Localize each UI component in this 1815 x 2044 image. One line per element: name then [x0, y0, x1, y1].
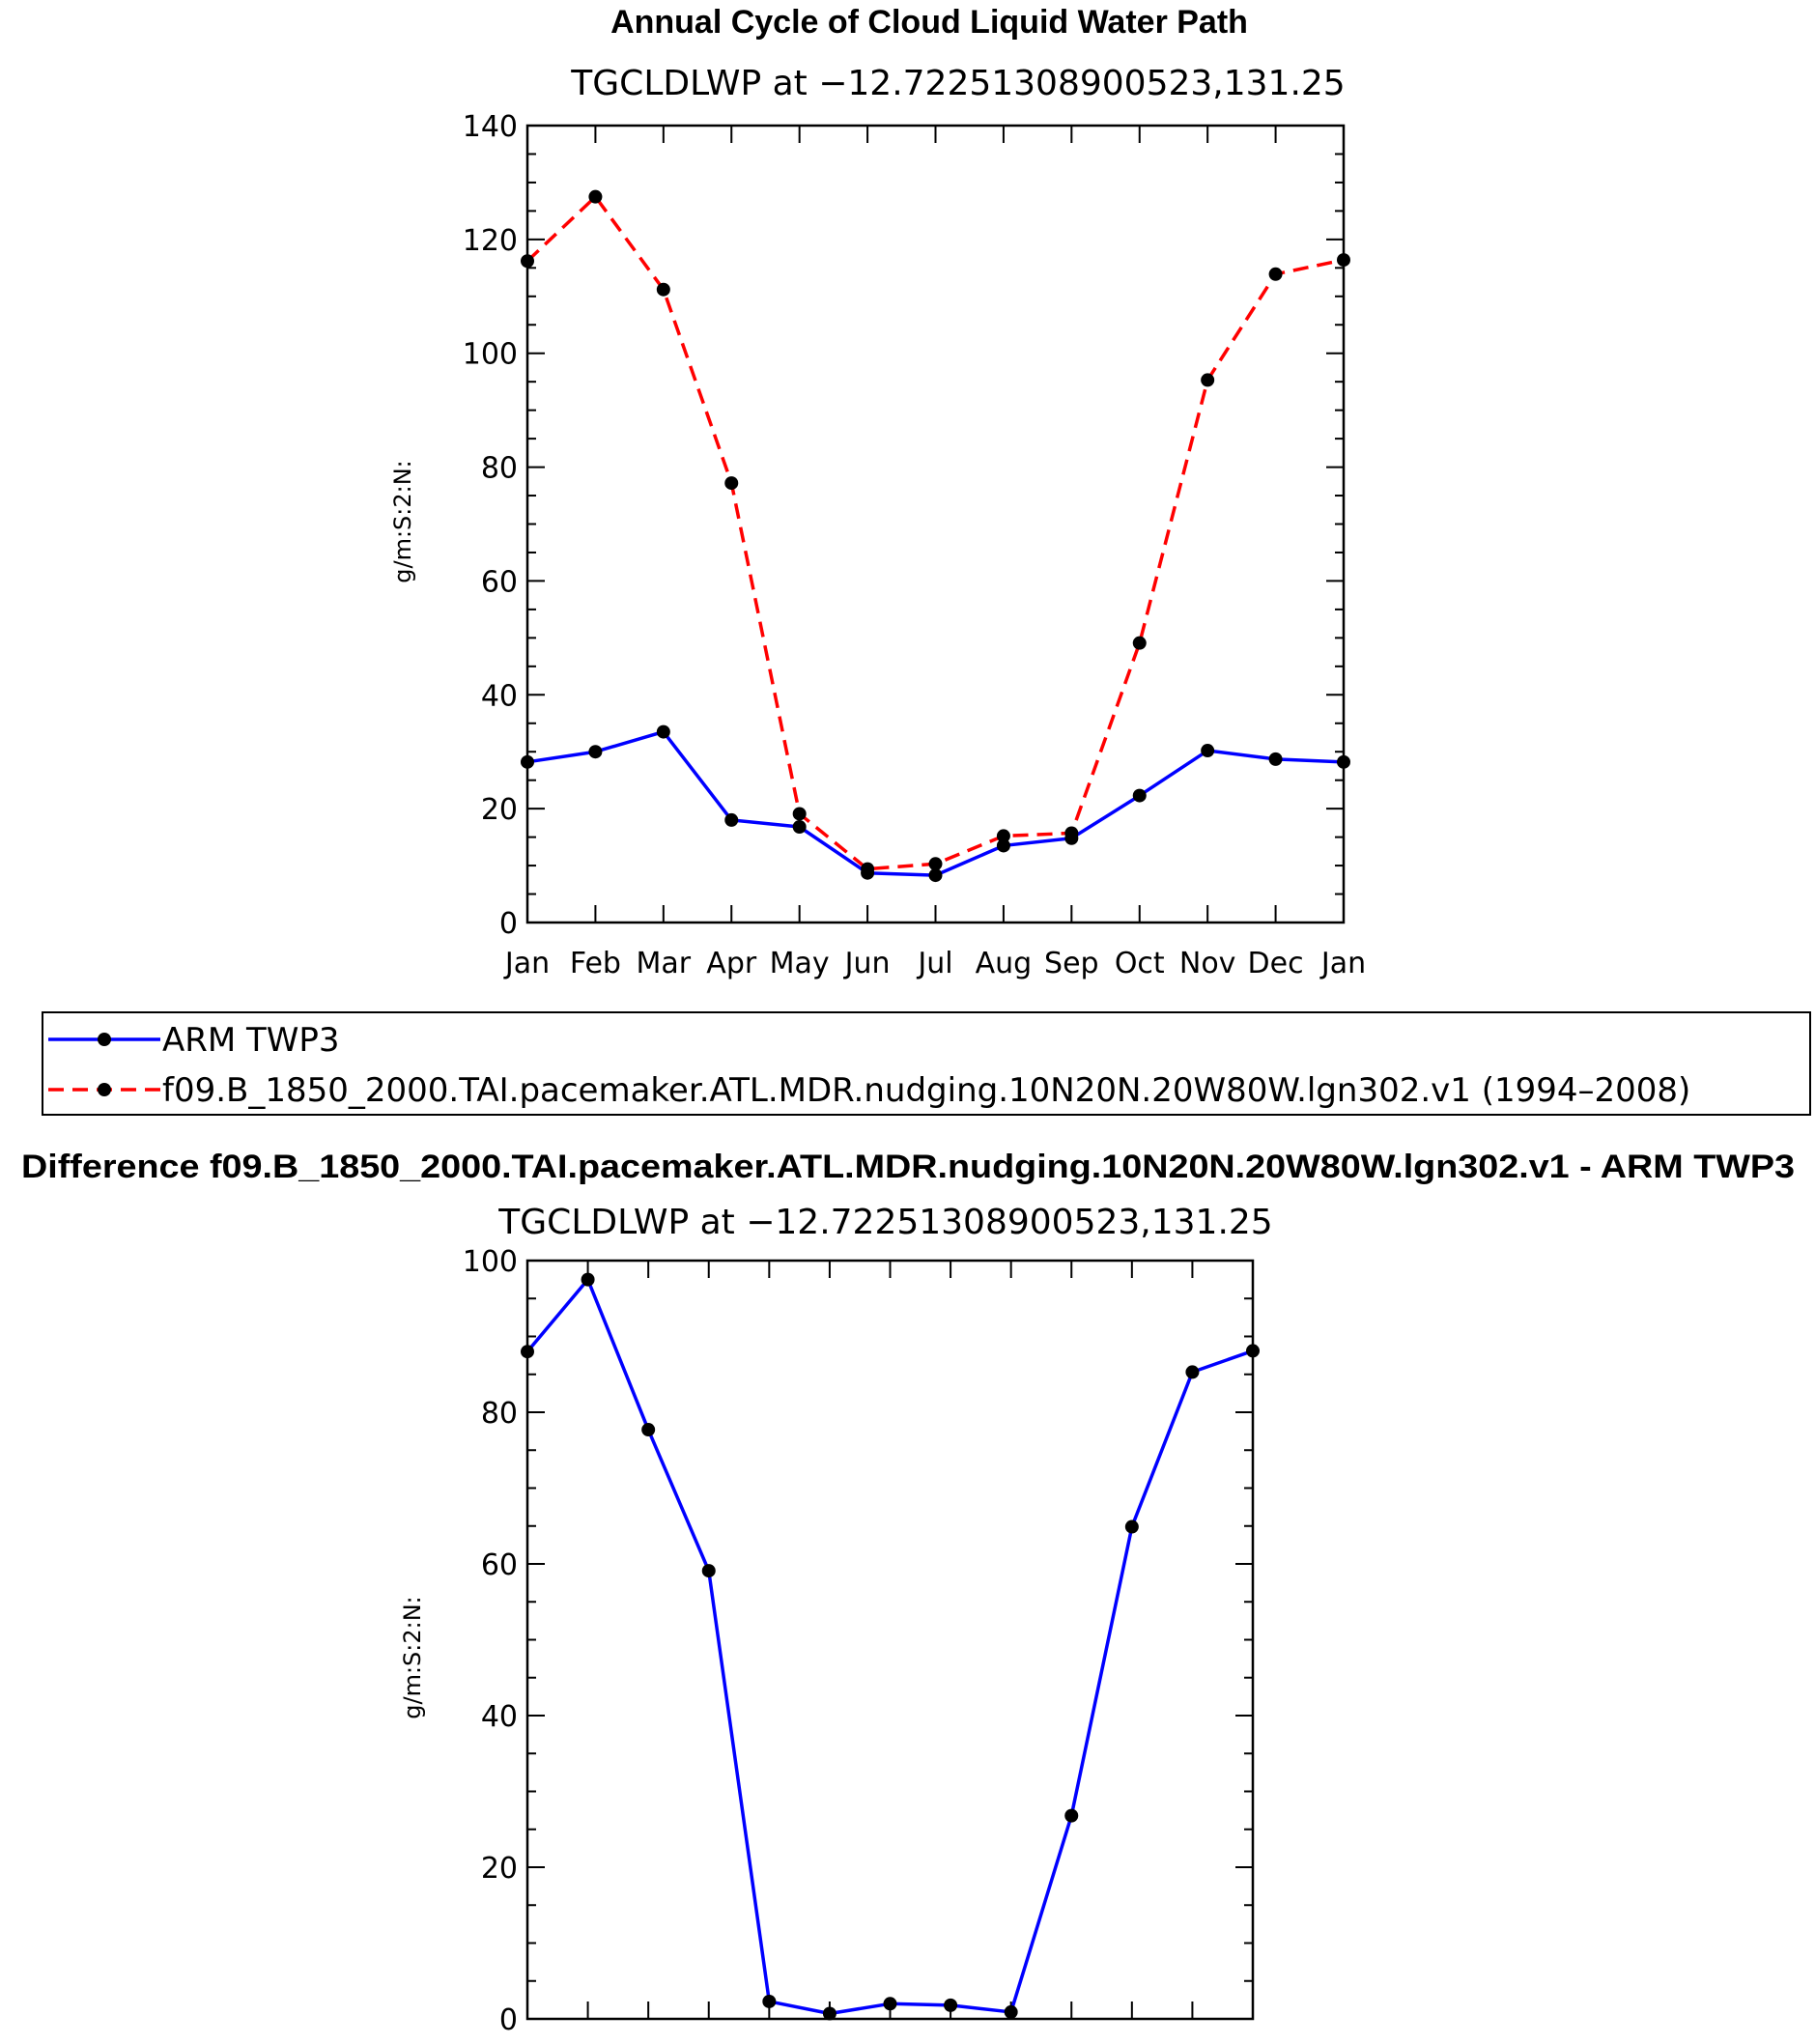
- top-data-point: [996, 838, 1010, 853]
- bottom-data-point: [1124, 1519, 1139, 1534]
- top-data-point: [588, 745, 603, 759]
- top-chart-title: Annual Cycle of Cloud Liquid Water Path: [610, 4, 1248, 41]
- top-data-point: [1064, 826, 1079, 840]
- top-data-point: [1268, 267, 1283, 281]
- bottom-plot-frame: [525, 1259, 1255, 2021]
- top-xtick-label: Jan: [503, 947, 550, 980]
- bottom-chart-title: Difference f09.B_1850_2000.TAI.pacemaker…: [21, 1149, 1795, 1185]
- bottom-data-point: [883, 1997, 897, 2011]
- top-data-point: [861, 862, 875, 876]
- top-plot-area: 0 20 40 60 80 100 120 140 Jan Feb Mar Apr May Jun Jul A…: [463, 110, 1366, 980]
- top-ytick-label: 40: [481, 679, 518, 713]
- bottom-data-point: [1064, 1808, 1079, 1823]
- top-xtick-label: Mar: [637, 947, 692, 980]
- top-data-point: [928, 868, 943, 883]
- top-data-point: [656, 724, 670, 739]
- bottom-ytick-label: 0: [499, 2003, 518, 2037]
- top-ytick-label: 60: [481, 565, 518, 599]
- top-data-point: [724, 812, 739, 827]
- top-chart-panel: Annual Cycle of Cloud Liquid Water Path …: [389, 4, 1366, 980]
- top-xtick-label: Jun: [843, 947, 891, 980]
- top-data-point: [792, 807, 807, 821]
- legend-swatch-model-marker: [98, 1083, 111, 1096]
- bottom-data-point: [1004, 2004, 1018, 2019]
- bottom-series-line-0: [525, 1277, 1254, 2016]
- top-xtick-label: Oct: [1115, 947, 1165, 980]
- top-data-point: [996, 829, 1010, 843]
- bottom-plot-area: 020406080100JanFebMarAprMayJunJulAugSepO…: [463, 1245, 1275, 2044]
- top-xtick-label: Jul: [916, 947, 952, 980]
- bottom-ytick-label: 80: [481, 1397, 518, 1431]
- bottom-ytick-label: 40: [481, 1700, 518, 1734]
- top-xtick-label: Jan: [1319, 947, 1366, 980]
- bottom-data-point: [762, 1994, 777, 2008]
- top-xtick-label: Feb: [570, 947, 621, 980]
- bottom-ytick-label: 100: [463, 1245, 518, 1279]
- top-data-point: [588, 189, 603, 204]
- top-data-point: [724, 476, 739, 491]
- top-data-point: [1201, 744, 1215, 758]
- top-data-point: [792, 820, 807, 834]
- top-ytick-label: 120: [463, 224, 518, 258]
- top-data-point: [1337, 253, 1350, 268]
- top-series-line-1: [525, 194, 1345, 871]
- top-ytick-label: 0: [499, 907, 518, 941]
- top-data-point: [1132, 788, 1147, 803]
- top-ytick-label: 80: [481, 452, 518, 486]
- top-xtick-label: Dec: [1248, 947, 1304, 980]
- bottom-data-point: [822, 2006, 837, 2021]
- top-series-line-0: [526, 729, 1345, 877]
- legend-label-model: f09.B_1850_2000.TAI.pacemaker.ATL.MDR.nu…: [162, 1071, 1690, 1110]
- bottom-chart-subtitle: TGCLDLWP at −12.72251308900523,131.25: [497, 1203, 1272, 1242]
- top-data-point: [1201, 373, 1215, 387]
- top-data-point: [928, 857, 943, 871]
- bottom-data-point: [1185, 1365, 1200, 1379]
- legend-swatch-obs-marker: [98, 1033, 111, 1046]
- bottom-data-point: [581, 1272, 595, 1287]
- top-xtick-label: Nov: [1179, 947, 1236, 980]
- top-data-point: [521, 254, 534, 269]
- top-data-point: [1337, 754, 1350, 769]
- bottom-ytick-label: 60: [481, 1548, 518, 1582]
- top-ytick-label: 100: [463, 338, 518, 372]
- top-data-point: [656, 282, 670, 297]
- top-data-point: [1132, 636, 1147, 650]
- top-plot-frame: [525, 124, 1346, 924]
- bottom-data-point: [641, 1423, 656, 1437]
- bottom-chart-ylabel: g/m:S:2:N:: [399, 1596, 426, 1719]
- top-ytick-label: 140: [463, 110, 518, 144]
- legend-box: [42, 1011, 1811, 1116]
- legend: ARM TWP3 f09.B_1850_2000.TAI.pacemaker.A…: [42, 1011, 1811, 1116]
- top-chart-subtitle: TGCLDLWP at −12.72251308900523,131.25: [570, 64, 1345, 103]
- bottom-chart-panel: Difference f09.B_1850_2000.TAI.pacemaker…: [21, 1149, 1795, 2044]
- top-data-point: [521, 754, 534, 769]
- top-xtick-label: Apr: [706, 947, 757, 980]
- top-xtick-label: Sep: [1044, 947, 1099, 980]
- top-xtick-label: Aug: [976, 947, 1033, 980]
- bottom-data-point: [944, 1998, 958, 2012]
- top-xtick-label: May: [770, 947, 830, 980]
- bottom-data-point: [701, 1564, 716, 1578]
- bottom-data-point: [521, 1345, 534, 1359]
- bottom-data-point: [1246, 1344, 1260, 1358]
- top-chart-ylabel: g/m:S:2:N:: [389, 460, 416, 583]
- top-ytick-label: 20: [481, 793, 518, 827]
- top-data-point: [1268, 752, 1283, 766]
- legend-label-obs: ARM TWP3: [162, 1021, 340, 1060]
- bottom-ytick-label: 20: [481, 1852, 518, 1886]
